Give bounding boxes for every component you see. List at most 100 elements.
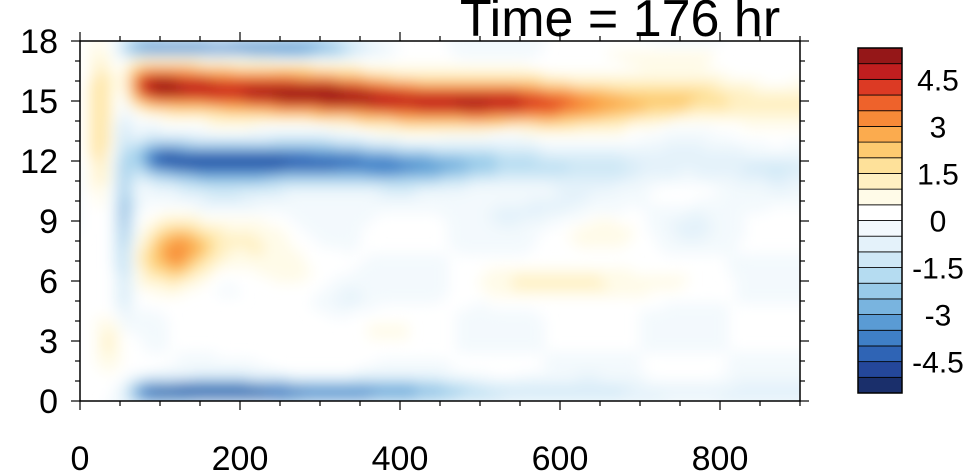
heatmap-cell <box>304 93 313 101</box>
heatmap-cell <box>608 359 617 367</box>
heatmap-cell <box>328 121 337 129</box>
heatmap-cell <box>368 177 377 185</box>
heatmap-cell <box>184 93 193 101</box>
heatmap-cell <box>192 240 201 248</box>
heatmap-cell <box>376 261 385 269</box>
heatmap-cell <box>584 233 593 241</box>
heatmap-cell <box>96 79 105 87</box>
heatmap-cell <box>352 275 361 283</box>
heatmap-cell <box>336 114 345 122</box>
heatmap-cell <box>464 65 473 73</box>
heatmap-cell <box>656 170 665 178</box>
heatmap-cell <box>704 156 713 164</box>
heatmap-cell <box>632 58 641 66</box>
heatmap-cell <box>744 156 753 164</box>
heatmap-cell <box>704 205 713 213</box>
heatmap-cell <box>264 366 273 374</box>
heatmap-cell <box>400 142 409 150</box>
heatmap-cell <box>784 359 793 367</box>
heatmap-cell <box>272 254 281 262</box>
heatmap-cell <box>168 254 177 262</box>
heatmap-cell <box>704 72 713 80</box>
heatmap-cell <box>424 289 433 297</box>
heatmap-cell <box>664 387 673 395</box>
heatmap-cell <box>664 212 673 220</box>
heatmap-cell <box>576 93 585 101</box>
heatmap-cell <box>672 219 681 227</box>
heatmap-cell <box>640 58 649 66</box>
heatmap-cell <box>448 72 457 80</box>
heatmap-cell <box>504 156 513 164</box>
heatmap-cell <box>304 205 313 213</box>
heatmap-cell <box>216 359 225 367</box>
heatmap-cell <box>296 254 305 262</box>
heatmap-cell <box>512 324 521 332</box>
heatmap-cell <box>488 289 497 297</box>
heatmap-cell <box>440 359 449 367</box>
heatmap-cell <box>232 359 241 367</box>
heatmap-cell <box>416 128 425 136</box>
heatmap-cell <box>488 135 497 143</box>
heatmap-cell <box>368 121 377 129</box>
heatmap-cell <box>704 198 713 206</box>
heatmap-cell <box>432 359 441 367</box>
heatmap-cell <box>472 303 481 311</box>
heatmap-cell <box>216 184 225 192</box>
heatmap-cell <box>152 324 161 332</box>
heatmap-cell <box>112 359 121 367</box>
heatmap-cell <box>512 93 521 101</box>
heatmap-cell <box>200 177 209 185</box>
heatmap-cell <box>520 289 529 297</box>
heatmap-cell <box>88 163 97 171</box>
heatmap-cell <box>664 65 673 73</box>
heatmap-cell <box>208 41 217 45</box>
heatmap-cell <box>480 170 489 178</box>
heatmap-cell <box>472 247 481 255</box>
heatmap-cell <box>192 58 201 66</box>
heatmap-cell <box>480 310 489 318</box>
heatmap-cell <box>784 275 793 283</box>
heatmap-cell <box>616 149 625 157</box>
heatmap-cell <box>496 149 505 157</box>
heatmap-cell <box>360 135 369 143</box>
colorbar-swatch <box>857 235 903 253</box>
heatmap-cell <box>216 121 225 129</box>
heatmap-cell <box>152 184 161 192</box>
heatmap-cell <box>352 114 361 122</box>
heatmap-cell <box>792 352 800 360</box>
heatmap-cell <box>736 275 745 283</box>
heatmap-cell <box>408 394 417 401</box>
heatmap-cell <box>304 65 313 73</box>
heatmap-cell <box>552 163 561 171</box>
heatmap-cell <box>512 100 521 108</box>
heatmap-cell <box>328 282 337 290</box>
heatmap-cell <box>560 366 569 374</box>
heatmap-cell <box>216 51 225 59</box>
heatmap-cell <box>208 261 217 269</box>
heatmap-cell <box>504 205 513 213</box>
heatmap-cell <box>176 240 185 248</box>
heatmap-cell <box>472 240 481 248</box>
heatmap-cell <box>376 205 385 213</box>
heatmap-cell <box>640 289 649 297</box>
heatmap-cell <box>608 128 617 136</box>
heatmap-cell <box>120 51 129 59</box>
heatmap-cell <box>352 198 361 206</box>
heatmap-cell <box>152 331 161 339</box>
heatmap-cell <box>760 380 769 388</box>
heatmap-cell <box>304 100 313 108</box>
heatmap-cell <box>208 114 217 122</box>
heatmap-cell <box>616 198 625 206</box>
heatmap-cell <box>464 86 473 94</box>
heatmap-cell <box>384 401 393 409</box>
heatmap-cell <box>712 345 721 353</box>
heatmap-cell <box>136 51 145 59</box>
colorbar: -4.5-3-1.501.534.5 <box>857 47 964 394</box>
heatmap-cell <box>208 233 217 241</box>
heatmap-cell <box>320 163 329 171</box>
heatmap-cell <box>664 317 673 325</box>
heatmap-cell <box>120 268 129 276</box>
heatmap-cell <box>736 163 745 171</box>
heatmap-cell <box>344 275 353 283</box>
heatmap-cell <box>352 380 361 388</box>
